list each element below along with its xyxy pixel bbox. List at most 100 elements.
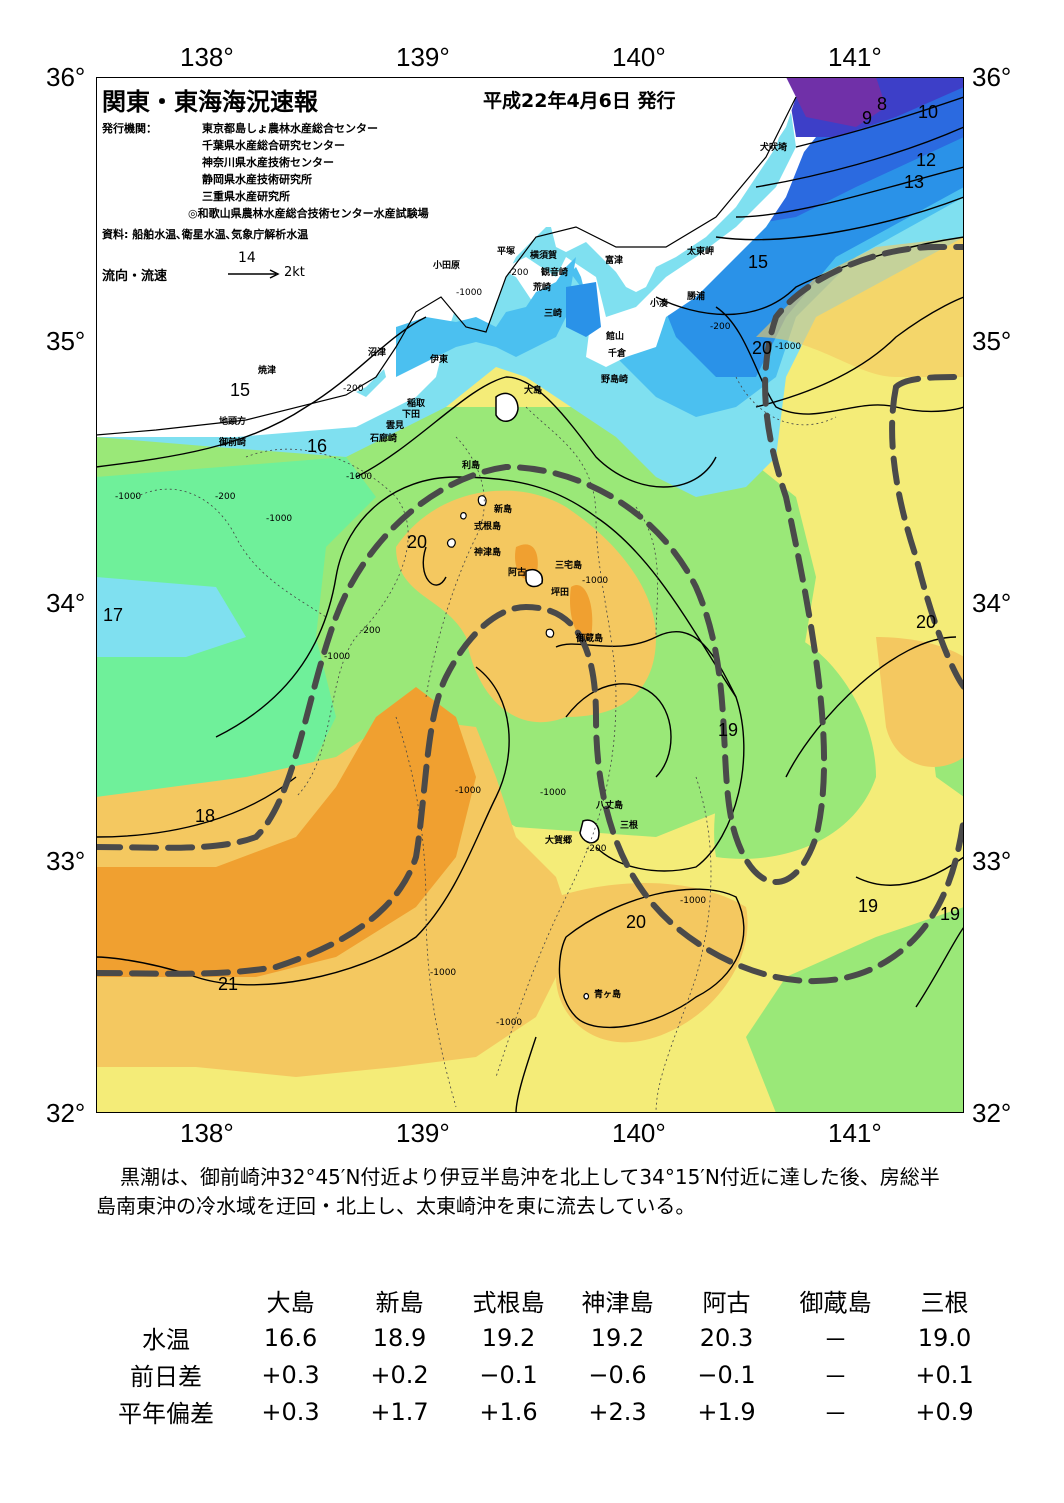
table-header-row: 大島 新島 式根島 神津島 阿古 御蔵島 三根 — [96, 1282, 999, 1319]
lat-tick-35-left: 35° — [46, 326, 86, 356]
column-header: 三根 — [920, 1289, 969, 1317]
place-kannonzaki: 観音崎 — [541, 268, 569, 278]
isotherm-label: 13 — [904, 172, 925, 192]
isotherm-label: 16 — [307, 436, 328, 456]
publisher-label: 発行機関： — [102, 122, 157, 135]
depth-label: -1000 — [456, 288, 483, 298]
place-okago: 大賀郷 — [545, 836, 573, 846]
lat-tick-32-right: 32° — [972, 1098, 1012, 1128]
table-row: 平年偏差 +0.3 +1.7 +1.6 +2.3 +1.9 － +0.9 — [96, 1393, 999, 1430]
place-katsuura: 勝浦 — [687, 292, 706, 302]
table-cell: 19.0 — [917, 1323, 972, 1352]
column-header: 神津島 — [581, 1289, 654, 1317]
column-header: 大島 — [266, 1289, 315, 1317]
table-cell: +0.3 — [261, 1397, 320, 1426]
column-header: 阿古 — [702, 1289, 751, 1317]
lat-tick-34-left: 34° — [46, 588, 86, 618]
depth-label: -200 — [710, 322, 731, 332]
lat-tick-33-right: 33° — [972, 846, 1012, 876]
row-header: 前日差 — [130, 1363, 202, 1391]
place-futtsu: 富津 — [605, 256, 624, 266]
place-taitozaki: 太東岬 — [687, 247, 715, 257]
lat-tick-33-left: 33° — [46, 846, 86, 876]
isotherm-label: 21 — [218, 974, 239, 994]
row-header: 水温 — [142, 1326, 190, 1354]
depth-label: -1000 — [324, 652, 351, 662]
temperature-field — [96, 77, 964, 1113]
isotherm-label: 12 — [916, 150, 937, 170]
isotherm-label: 20 — [626, 912, 647, 932]
lat-tick-34-right: 34° — [972, 588, 1012, 618]
issue-date: 平成22年4月6日 発行 — [483, 90, 676, 112]
depth-label: -200 — [508, 268, 529, 278]
isotherm-label: 20 — [407, 532, 428, 552]
table-cell: 19.2 — [481, 1323, 536, 1352]
lon-tick-139-bottom: 139° — [396, 1118, 450, 1148]
place-niijima: 新島 — [494, 505, 513, 515]
lon-tick-141-top: 141° — [828, 42, 882, 72]
publisher-1: 東京都島しょ農林水産総合センター — [202, 122, 378, 135]
place-tsubota: 坪田 — [551, 588, 570, 598]
place-nojimazaki: 野島崎 — [601, 375, 629, 385]
table-cell: +1.9 — [697, 1397, 756, 1426]
table-corner — [96, 1282, 236, 1319]
place-ako: 阿古 — [508, 568, 527, 578]
lon-tick-140-top: 140° — [612, 42, 666, 72]
flow-legend-unit: 2kt — [284, 265, 305, 280]
place-kumomi: 雲見 — [386, 421, 405, 431]
isotherm-label: 20 — [916, 612, 937, 632]
place-hachijojima: 八丈島 — [596, 801, 624, 811]
isotherm-label: 17 — [103, 605, 124, 625]
depth-label: -1000 — [115, 492, 142, 502]
table-cell: +0.9 — [915, 1397, 974, 1426]
place-tateyama: 館山 — [606, 332, 625, 342]
lon-tick-141-bottom: 141° — [828, 1118, 882, 1148]
table-cell: － — [823, 1326, 848, 1354]
table-cell: +0.3 — [261, 1360, 320, 1389]
isotherm-label: 18 — [195, 806, 216, 826]
place-mitsune: 三根 — [620, 821, 639, 831]
depth-label: -1000 — [680, 896, 707, 906]
sea-temperature-map — [96, 77, 964, 1113]
place-chikura: 千倉 — [608, 349, 627, 359]
isotherm-label: 8 — [877, 94, 888, 114]
place-shimoda: 下田 — [402, 410, 421, 420]
table-cell: −0.1 — [479, 1360, 538, 1389]
table-cell: +1.6 — [479, 1397, 538, 1426]
depth-label: -1000 — [540, 788, 567, 798]
depth-label: -1000 — [266, 514, 293, 524]
row-header: 平年偏差 — [118, 1400, 214, 1428]
table-cell: 18.9 — [372, 1323, 427, 1352]
data-source: 資料: 船舶水温､衛星水温､気象庁解析水温 — [102, 228, 309, 241]
lat-tick-36-left: 36° — [46, 62, 86, 92]
observation-table: 大島 新島 式根島 神津島 阿古 御蔵島 三根 水温 16.6 18.9 19.… — [96, 1282, 999, 1430]
table-cell: 16.6 — [263, 1323, 318, 1352]
table-cell: +1.7 — [370, 1397, 429, 1426]
kuroshio-description: 黒潮は、御前崎沖32°45′N付近より伊豆半島沖を北上して34°15′N付近に達… — [96, 1163, 956, 1221]
place-irozaki: 石廊崎 — [370, 434, 398, 444]
map-title: 関東・東海海況速報 — [102, 88, 318, 116]
place-numazu: 沼津 — [368, 348, 387, 358]
publisher-6: ◎和歌山県農林水産総合技術センター水産試験場 — [188, 207, 429, 220]
place-mikurajima: 御蔵島 — [576, 634, 604, 644]
table-cell: +0.2 — [370, 1360, 429, 1389]
isotherm-label: 10 — [918, 102, 939, 122]
place-inatori: 稲取 — [407, 399, 426, 409]
isotherm-label: 19 — [718, 720, 739, 740]
isotherm-label: 9 — [862, 108, 873, 128]
lat-tick-36-right: 36° — [972, 62, 1012, 92]
table-cell: +2.3 — [588, 1397, 647, 1426]
lon-tick-139-top: 139° — [396, 42, 450, 72]
place-inubosaki: 犬吠埼 — [760, 143, 788, 153]
publisher-3: 神奈川県水産技術センター — [202, 156, 334, 169]
column-header: 新島 — [375, 1289, 424, 1317]
place-yaizu: 焼津 — [258, 366, 277, 376]
table-cell: 20.3 — [699, 1323, 754, 1352]
isotherm-label: 19 — [858, 896, 879, 916]
flow-arrow-icon — [228, 269, 280, 279]
publisher-2: 千葉県水産総合研究センター — [202, 139, 345, 152]
description-text: 黒潮は、御前崎沖32°45′N付近より伊豆半島沖を北上して34°15′N付近に達… — [96, 1165, 940, 1218]
place-misaki: 三崎 — [544, 309, 563, 319]
table-cell: － — [823, 1400, 848, 1428]
depth-label: -200 — [343, 384, 364, 394]
